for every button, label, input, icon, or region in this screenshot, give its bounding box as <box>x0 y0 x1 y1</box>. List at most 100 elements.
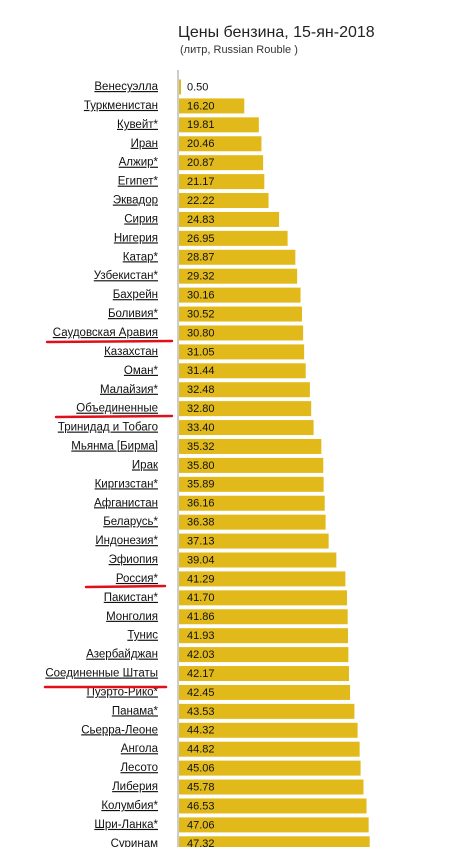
category-label[interactable]: Сирия <box>124 213 158 225</box>
category-label[interactable]: Катар* <box>123 251 159 263</box>
category-label[interactable]: Египет* <box>118 176 159 188</box>
bar <box>179 722 358 738</box>
category-label[interactable]: Объединенные <box>76 403 158 415</box>
bar <box>179 98 245 114</box>
bar <box>179 193 269 209</box>
bar <box>179 666 349 682</box>
value-label: 32.48 <box>187 384 215 396</box>
value-label: 46.53 <box>187 800 215 812</box>
category-label[interactable]: Либерия <box>112 781 158 793</box>
category-label[interactable]: Афганистан <box>94 497 158 509</box>
category-label[interactable]: Шри-Ланка* <box>94 819 158 831</box>
category-label[interactable]: Казахстан <box>104 346 158 358</box>
bar <box>179 363 306 379</box>
value-label: 19.81 <box>187 119 215 131</box>
value-label: 37.13 <box>187 535 215 547</box>
category-label[interactable]: Боливия* <box>108 308 159 320</box>
annotations <box>43 339 174 689</box>
bar <box>179 760 361 776</box>
value-label: 45.06 <box>187 763 215 775</box>
value-label: 42.45 <box>187 687 215 699</box>
category-label[interactable]: Панама* <box>112 705 159 717</box>
value-label: 31.05 <box>187 346 215 358</box>
value-label: 47.06 <box>187 819 215 831</box>
bar <box>179 382 310 398</box>
category-label[interactable]: Мьянма [Бирма] <box>71 441 158 453</box>
category-label[interactable]: Сьерра-Леоне <box>81 724 158 736</box>
category-label[interactable]: Индонезия* <box>95 535 158 547</box>
category-label[interactable]: Беларусь* <box>103 516 158 528</box>
bar <box>179 287 301 303</box>
category-label[interactable]: Иран <box>131 138 158 150</box>
bar <box>179 344 305 360</box>
category-label[interactable]: Тунис <box>127 630 158 642</box>
value-label: 45.78 <box>187 781 215 793</box>
value-label: 30.80 <box>187 327 215 339</box>
chart-title: Цены бензина, 15-ян-2018 <box>178 24 375 41</box>
bar <box>179 420 314 436</box>
category-label[interactable]: Оман* <box>124 365 159 377</box>
value-label: 43.53 <box>187 706 215 718</box>
category-label[interactable]: Киргизстан* <box>95 478 159 490</box>
bar <box>179 79 182 95</box>
value-label: 30.52 <box>187 308 215 320</box>
value-label: 41.86 <box>187 611 215 623</box>
category-label[interactable]: Пуэрто-Рико* <box>87 686 159 698</box>
category-label[interactable]: Эфиопия <box>109 554 158 566</box>
bar <box>179 590 348 606</box>
rows: Венесуэлла 0.50 Туркменистан 16.20 Кувейт* 19… <box>45 79 370 847</box>
value-label: 31.44 <box>187 365 215 377</box>
value-label: 41.93 <box>187 630 215 642</box>
value-label: 20.46 <box>187 138 215 150</box>
bar <box>179 438 322 454</box>
bar <box>179 628 348 644</box>
red-underline <box>54 414 174 419</box>
value-label: 41.70 <box>187 592 215 604</box>
value-label: 29.32 <box>187 271 215 283</box>
category-label[interactable]: Узбекистан* <box>94 270 159 282</box>
category-label[interactable]: Кувейт* <box>117 119 159 131</box>
bar <box>179 571 346 587</box>
value-label: 33.40 <box>187 422 215 434</box>
value-label: 41.29 <box>187 573 215 585</box>
category-label[interactable]: Саудовская Аравия <box>53 327 158 339</box>
bar <box>179 684 351 700</box>
bar <box>179 609 348 625</box>
category-label[interactable]: Туркменистан <box>84 100 158 112</box>
bar <box>179 174 265 190</box>
value-label: 22.22 <box>187 195 215 207</box>
category-label[interactable]: Ирак <box>132 459 159 471</box>
value-label: 44.32 <box>187 725 215 737</box>
category-label[interactable]: Венесуэлла <box>94 81 158 93</box>
bar <box>179 476 324 492</box>
category-label[interactable]: Эквадор <box>113 195 158 207</box>
value-label: 42.03 <box>187 649 215 661</box>
category-label[interactable]: Монголия <box>106 611 158 623</box>
category-label[interactable]: Колумбия* <box>101 800 158 812</box>
category-label[interactable]: Азербайджан <box>86 649 158 661</box>
bar <box>179 798 367 814</box>
category-label[interactable]: Суринам <box>111 838 158 847</box>
category-label[interactable]: Нигерия <box>114 232 158 244</box>
chart-subtitle: (литр, Russian Rouble ) <box>180 44 298 56</box>
bar <box>179 325 304 341</box>
value-label: 28.87 <box>187 252 215 264</box>
category-label[interactable]: Лесото <box>121 762 159 774</box>
value-label: 30.16 <box>187 290 215 302</box>
red-underline <box>45 339 174 344</box>
category-label[interactable]: Тринидад и Тобаго <box>58 422 158 434</box>
bar <box>179 268 298 284</box>
bar <box>179 741 360 757</box>
category-label[interactable]: Пакистан* <box>104 592 159 604</box>
category-label[interactable]: Бахрейн <box>113 289 158 301</box>
category-label[interactable]: Россия* <box>116 573 159 585</box>
bar <box>179 211 280 227</box>
category-label[interactable]: Соединенные Штаты <box>45 668 158 680</box>
category-label[interactable]: Алжир* <box>119 157 159 169</box>
red-underline <box>84 584 167 589</box>
bar <box>179 495 325 511</box>
category-label[interactable]: Малайзия* <box>100 384 159 396</box>
category-label[interactable]: Ангола <box>121 743 159 755</box>
value-label: 36.16 <box>187 498 215 510</box>
